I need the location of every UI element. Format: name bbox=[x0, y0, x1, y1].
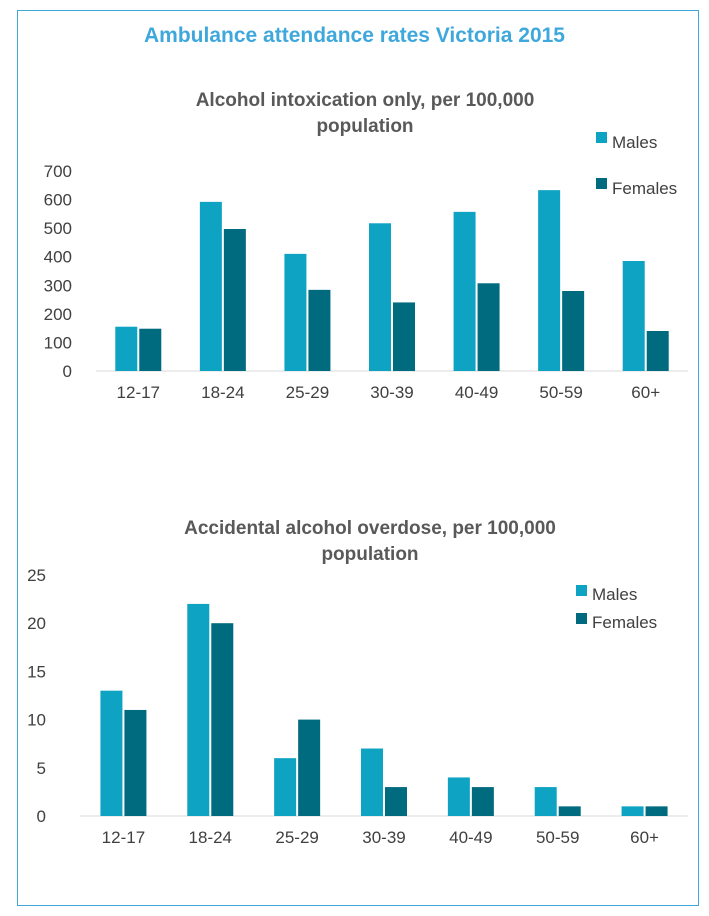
x-tick-label: 40-49 bbox=[449, 828, 492, 847]
chart-title-line: population bbox=[321, 544, 418, 565]
y-tick-label: 600 bbox=[44, 191, 72, 210]
x-tick-label: 12-17 bbox=[102, 828, 145, 847]
chart-title-line: population bbox=[316, 116, 413, 137]
bar-males bbox=[538, 190, 561, 371]
y-tick-label: 200 bbox=[44, 305, 72, 324]
x-tick-label: 25-29 bbox=[286, 383, 329, 402]
bar-females bbox=[211, 623, 234, 816]
page-title: Ambulance attendance rates Victoria 2015 bbox=[144, 24, 565, 47]
bar-males bbox=[199, 201, 222, 371]
legend-label-females: Females bbox=[592, 613, 657, 632]
legend-swatch-males bbox=[576, 585, 587, 596]
bar-males bbox=[534, 787, 557, 816]
bar-males bbox=[284, 253, 307, 371]
bar-females bbox=[308, 289, 331, 371]
y-tick-label: 500 bbox=[44, 219, 72, 238]
bar-males bbox=[361, 748, 383, 816]
x-tick-label: 50-59 bbox=[536, 828, 579, 847]
y-tick-label: 400 bbox=[44, 248, 72, 267]
bar-males bbox=[621, 806, 644, 816]
x-tick-label: 60+ bbox=[630, 828, 659, 847]
y-tick-label: 700 bbox=[44, 162, 72, 181]
bar-females bbox=[558, 806, 581, 816]
bar-females bbox=[124, 709, 147, 816]
y-tick-label: 0 bbox=[37, 807, 46, 826]
bar-females bbox=[645, 806, 668, 816]
x-tick-label: 18-24 bbox=[189, 828, 232, 847]
y-tick-label: 10 bbox=[27, 711, 46, 730]
bar-males bbox=[369, 223, 391, 371]
x-tick-label: 18-24 bbox=[201, 383, 244, 402]
legend-label-males: Males bbox=[592, 585, 637, 604]
bar-females bbox=[393, 302, 415, 371]
y-tick-label: 100 bbox=[44, 333, 72, 352]
y-tick-label: 25 bbox=[27, 566, 46, 585]
bar-males bbox=[447, 777, 470, 816]
y-tick-label: 20 bbox=[27, 614, 46, 633]
bar-males bbox=[622, 261, 645, 371]
bar-males bbox=[115, 326, 138, 371]
x-tick-label: 12-17 bbox=[117, 383, 160, 402]
chart-title-line: Accidental alcohol overdose, per 100,000 bbox=[184, 518, 556, 539]
bar-females bbox=[646, 331, 669, 371]
bar-males bbox=[100, 690, 123, 816]
chart-title-line: Alcohol intoxication only, per 100,000 bbox=[196, 90, 535, 111]
bar-males bbox=[453, 211, 476, 371]
bar-males bbox=[274, 758, 297, 816]
x-tick-label: 40-49 bbox=[455, 383, 498, 402]
bar-males bbox=[187, 603, 210, 816]
bar-females bbox=[477, 283, 500, 371]
bar-females bbox=[298, 719, 321, 816]
y-tick-label: 5 bbox=[37, 759, 46, 778]
y-tick-label: 0 bbox=[63, 362, 72, 381]
bar-females bbox=[223, 229, 246, 371]
legend-swatch-females bbox=[596, 178, 607, 189]
x-tick-label: 50-59 bbox=[539, 383, 582, 402]
bar-females bbox=[139, 328, 162, 371]
x-tick-label: 30-39 bbox=[370, 383, 413, 402]
bar-females bbox=[385, 787, 407, 816]
x-tick-label: 25-29 bbox=[275, 828, 318, 847]
y-tick-label: 300 bbox=[44, 276, 72, 295]
x-tick-label: 30-39 bbox=[362, 828, 405, 847]
y-tick-label: 15 bbox=[27, 662, 46, 681]
legend-swatch-males bbox=[596, 132, 607, 143]
legend-swatch-females bbox=[576, 613, 587, 624]
bar-females bbox=[471, 787, 494, 816]
bar-females bbox=[562, 291, 585, 371]
legend-label-females: Females bbox=[612, 179, 677, 198]
x-tick-label: 60+ bbox=[631, 383, 660, 402]
legend-label-males: Males bbox=[612, 133, 657, 152]
